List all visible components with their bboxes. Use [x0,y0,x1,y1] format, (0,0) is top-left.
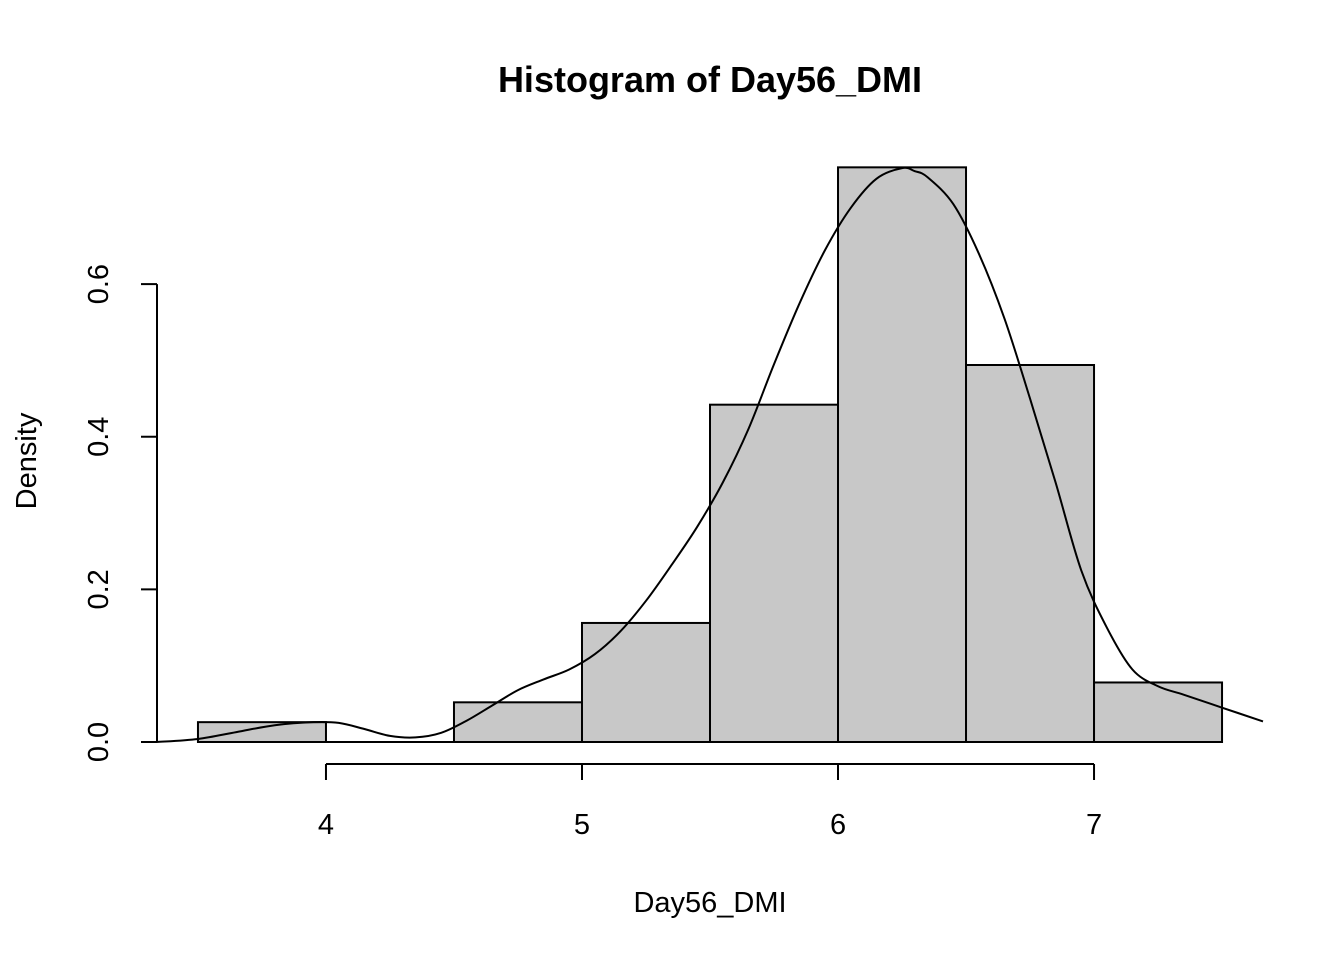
x-axis: 4 5 6 7 [318,763,1102,841]
y-axis-title: Density [11,412,43,509]
y-tick-label: 0.4 [83,417,115,457]
histogram-bar-6 [837,166,968,743]
histogram-bar-5 [709,403,840,743]
y-tick-label: 0.2 [83,569,115,609]
density-curve [156,166,1264,743]
histogram-bar-1 [196,721,327,744]
histogram-bar-4 [580,621,711,744]
x-tick-label: 5 [574,809,590,841]
histogram-bars [196,166,1224,744]
x-axis-title: Day56_DMI [633,887,786,919]
histogram-bar-8 [1093,681,1224,744]
x-tick-label: 6 [830,809,846,841]
histogram-bar-7 [965,364,1096,743]
chart-title: Histogram of Day56_DMI [498,59,922,100]
y-tick-label: 0.0 [83,722,115,762]
y-tick-label: 0.6 [83,264,115,304]
y-axis: 0.0 0.2 0.4 0.6 [83,264,158,762]
histogram-bar-3 [452,701,583,744]
x-tick-label: 4 [318,809,334,841]
x-tick-label: 7 [1086,809,1102,841]
